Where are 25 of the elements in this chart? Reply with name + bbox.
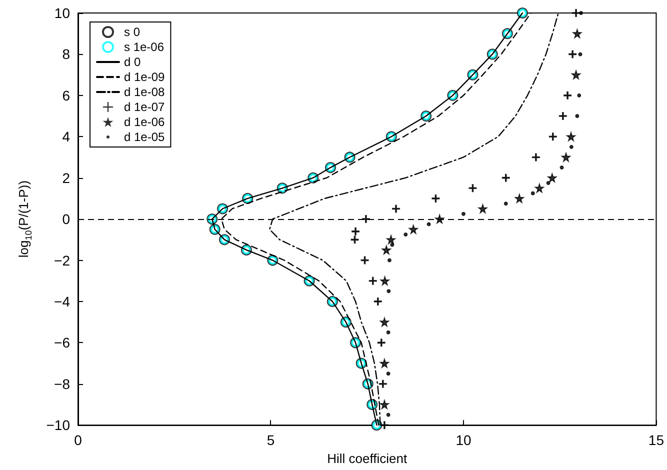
- y-tick-label: −10: [46, 417, 70, 434]
- y-axis-title: log10(P/(1-P)): [16, 180, 34, 258]
- legend-label: d 1e-06: [124, 115, 166, 129]
- y-tick-label: −4: [54, 293, 70, 310]
- x-tick-label: 15: [648, 432, 664, 448]
- legend-label: d 1e-08: [124, 85, 166, 99]
- legend-label: s 1e-06: [124, 40, 164, 54]
- x-tick-label: 0: [74, 432, 82, 448]
- x-tick-label: 10: [456, 432, 472, 448]
- y-tick-label: −8: [54, 376, 70, 392]
- y-tick-label: 0: [62, 211, 70, 228]
- y-tick-label: 4: [62, 128, 70, 145]
- legend-label: s 0: [124, 25, 140, 39]
- legend-label: d 1e-09: [124, 70, 166, 84]
- y-tick-label: −6: [54, 334, 70, 351]
- legend-label: d 0: [124, 55, 142, 69]
- x-tick-label: 5: [266, 432, 275, 448]
- legend-label: d 1e-05: [124, 130, 166, 144]
- y-tick-label: 10: [54, 5, 70, 21]
- x-axis-title: Hill coefficient: [327, 451, 408, 466]
- y-tick-label: −2: [54, 252, 70, 268]
- y-tick-label: 6: [62, 87, 70, 104]
- y-tick-label: 2: [62, 170, 70, 186]
- legend-label: d 1e-07: [124, 100, 166, 114]
- y-tick-label: 8: [62, 46, 70, 62]
